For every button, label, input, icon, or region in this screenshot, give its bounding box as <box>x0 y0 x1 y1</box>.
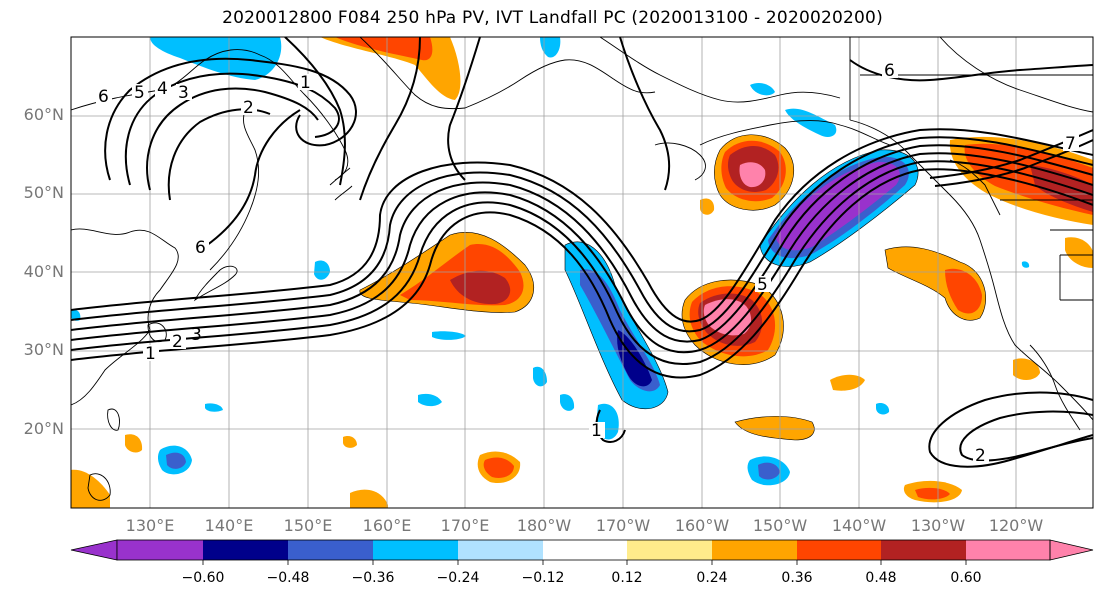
graticule <box>71 37 1093 508</box>
lat-label-40n: 40°N <box>23 262 64 281</box>
contour-label: 6 <box>195 238 206 258</box>
map-frame <box>70 36 1094 509</box>
contour-label: 2 <box>975 446 986 466</box>
lon-label: 180°W <box>516 516 572 535</box>
lon-label: 140°E <box>204 516 254 535</box>
contour-label: 2 <box>172 332 183 352</box>
lat-label-30n: 30°N <box>23 340 64 359</box>
contour-label: 2 <box>243 98 254 118</box>
lon-label: 160°W <box>674 516 730 535</box>
lon-label: 120°W <box>988 516 1044 535</box>
contour-label: 1 <box>591 421 602 441</box>
lat-label-50n: 50°N <box>23 183 64 202</box>
colorbar-tick-label: 0.24 <box>696 570 728 586</box>
colorbar-tick-label: 0.36 <box>781 570 813 586</box>
pc-shading <box>71 37 1093 508</box>
contour-label: 3 <box>191 325 202 345</box>
pv-contours <box>71 37 1093 468</box>
contour-label: 7 <box>1065 134 1076 154</box>
lon-label: 170°E <box>440 516 490 535</box>
contour-label: 5 <box>134 83 145 103</box>
colorbar-tick-label: 0.48 <box>865 570 897 586</box>
colorbar-tick-label: −0.24 <box>436 570 480 586</box>
contour-label: 6 <box>884 61 895 81</box>
colorbar-tick-label: 0.60 <box>950 570 982 586</box>
lon-label: 170°W <box>595 516 651 535</box>
map-title: 2020012800 F084 250 hPa PV, IVT Landfall… <box>222 8 883 28</box>
lon-label: 130°E <box>125 516 175 535</box>
lat-label-60n: 60°N <box>23 105 64 124</box>
contour-label: 1 <box>300 73 311 93</box>
colorbar-tick-label: −0.12 <box>521 570 565 586</box>
lon-label: 150°E <box>283 516 333 535</box>
contour-label: 5 <box>757 275 768 295</box>
colorbar-tick-label: −0.36 <box>351 570 395 586</box>
lat-label-20n: 20°N <box>23 419 64 438</box>
lon-label: 130°W <box>910 516 966 535</box>
contour-label: 1 <box>145 344 156 364</box>
colorbar-tick-label: −0.48 <box>266 570 310 586</box>
contour-label: 3 <box>178 83 189 103</box>
contour-label: 4 <box>157 79 168 99</box>
contour-labels: 6 5 4 3 2 1 2 6 1 3 5 6 2 7 1 <box>96 61 1079 466</box>
pc-shading-outlines <box>359 134 987 441</box>
lon-label: 140°W <box>831 516 887 535</box>
colorbar <box>70 539 1094 565</box>
lon-label: 160°E <box>362 516 412 535</box>
colorbar-tick-label: 0.12 <box>611 570 643 586</box>
colorbar-tick-label: −0.60 <box>181 570 225 586</box>
contour-label: 6 <box>98 87 109 107</box>
lon-label: 150°W <box>752 516 808 535</box>
